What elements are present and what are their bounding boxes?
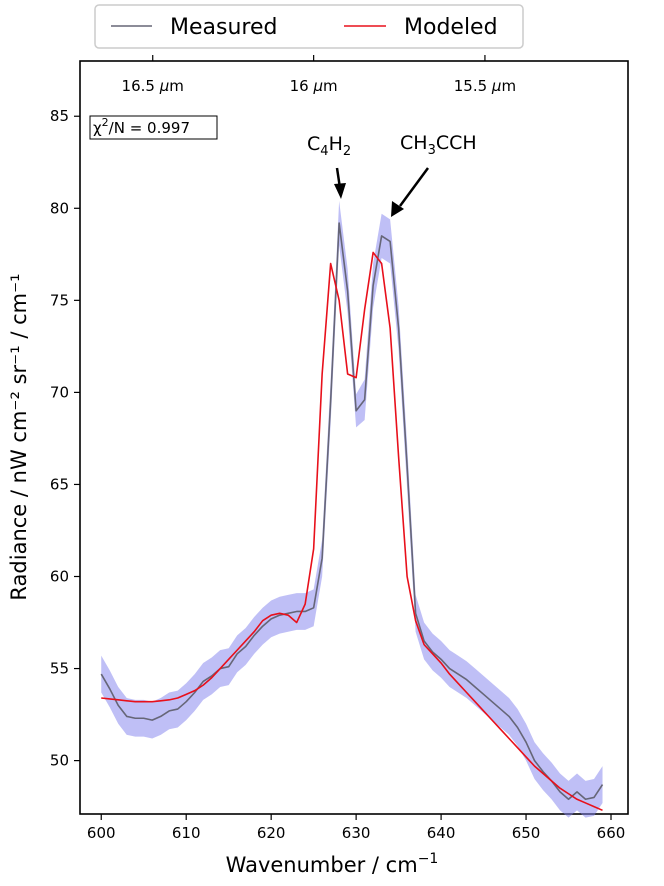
y-axis-title: Radiance / nW cm⁻² sr⁻¹ / cm⁻¹: [7, 273, 31, 600]
y-axis-ticks: 50 55 60 65 70 75 80 85: [50, 107, 80, 770]
x-tick-label-630: 630: [342, 824, 371, 842]
chi2-symbol: χ: [93, 119, 102, 137]
x-tick-label-650: 650: [512, 824, 541, 842]
y-tick-label-50: 50: [50, 752, 69, 770]
annotation-ch3cch: CH3CCH: [400, 132, 477, 158]
x-tick-label-640: 640: [427, 824, 456, 842]
c4h2-sub-4: 4: [320, 144, 328, 159]
series-line-modeled: [101, 251, 603, 812]
y-tick-label-80: 80: [50, 199, 69, 217]
chi2-box: [89, 115, 218, 140]
ch3cch-part-ch: CH: [400, 132, 428, 154]
top-tick-value: 16: [290, 77, 314, 95]
ch3cch-sub-3: 3: [428, 143, 436, 158]
annotation-c4h2: C4H2: [307, 133, 351, 159]
x-axis-title-main: Wavenumber / cm: [226, 853, 418, 877]
y-tick-label-75: 75: [50, 291, 69, 309]
top-tick-label-15.5: 15.5 μm: [454, 77, 516, 95]
top-tick-unit-m: m: [169, 77, 184, 95]
chi2-text: χ2/N = 0.997: [93, 116, 190, 137]
x-tick-label-610: 610: [172, 824, 201, 842]
x-axis-title-sup: −1: [418, 851, 439, 867]
legend-modeled-label: Modeled: [404, 15, 498, 40]
plot-frame: [79, 60, 629, 815]
top-tick-value: 16.5: [122, 77, 160, 95]
y-tick-label-85: 85: [50, 107, 69, 125]
top-tick-unit-mu: μ: [312, 77, 323, 95]
top-tick-label-16.5: 16.5 μm: [122, 77, 184, 95]
x-axis-ticks: 600 610 620 630 640 650 660: [87, 814, 625, 842]
c4h2-part-h: H: [329, 133, 343, 155]
annotation-ch3cch-arrowhead: [391, 201, 404, 217]
top-tick-value: 15.5: [454, 77, 492, 95]
y-tick-label-70: 70: [50, 383, 69, 401]
top-tick-label-16: 16 μm: [290, 77, 338, 95]
chi2-sup: 2: [102, 116, 109, 129]
top-tick-unit-m: m: [323, 77, 338, 95]
x-tick-label-620: 620: [257, 824, 286, 842]
y-tick-label-65: 65: [50, 475, 69, 493]
ch3cch-part-cch: CCH: [436, 132, 477, 154]
series-line-measured: [100, 222, 604, 801]
y-tick-label-55: 55: [50, 660, 69, 678]
c4h2-sub-2: 2: [343, 144, 351, 159]
x-tick-label-660: 660: [597, 824, 626, 842]
y-tick-label-60: 60: [50, 568, 69, 586]
legend-box: [94, 4, 524, 49]
chi2-rest: /N = 0.997: [109, 119, 190, 137]
uncertainty-band-layer: [101, 200, 603, 818]
c4h2-part-c: C: [307, 133, 320, 155]
top-tick-unit-mu: μ: [491, 77, 502, 95]
top-tick-unit-m: m: [501, 77, 516, 95]
series-lines-layer: [100, 222, 604, 812]
legend-measured-label: Measured: [170, 15, 277, 40]
x-tick-label-600: 600: [87, 824, 116, 842]
annotation-ch3cch-arrow: [398, 167, 430, 207]
top-tick-unit-mu: μ: [159, 77, 170, 95]
measured-uncertainty-band: [101, 200, 603, 818]
x-axis-title: Wavenumber / cm−1: [226, 851, 439, 877]
annotation-c4h2-arrowhead: [334, 183, 346, 199]
top-axis-ticks: 16.5 μm 16 μm 15.5 μm: [122, 55, 516, 95]
